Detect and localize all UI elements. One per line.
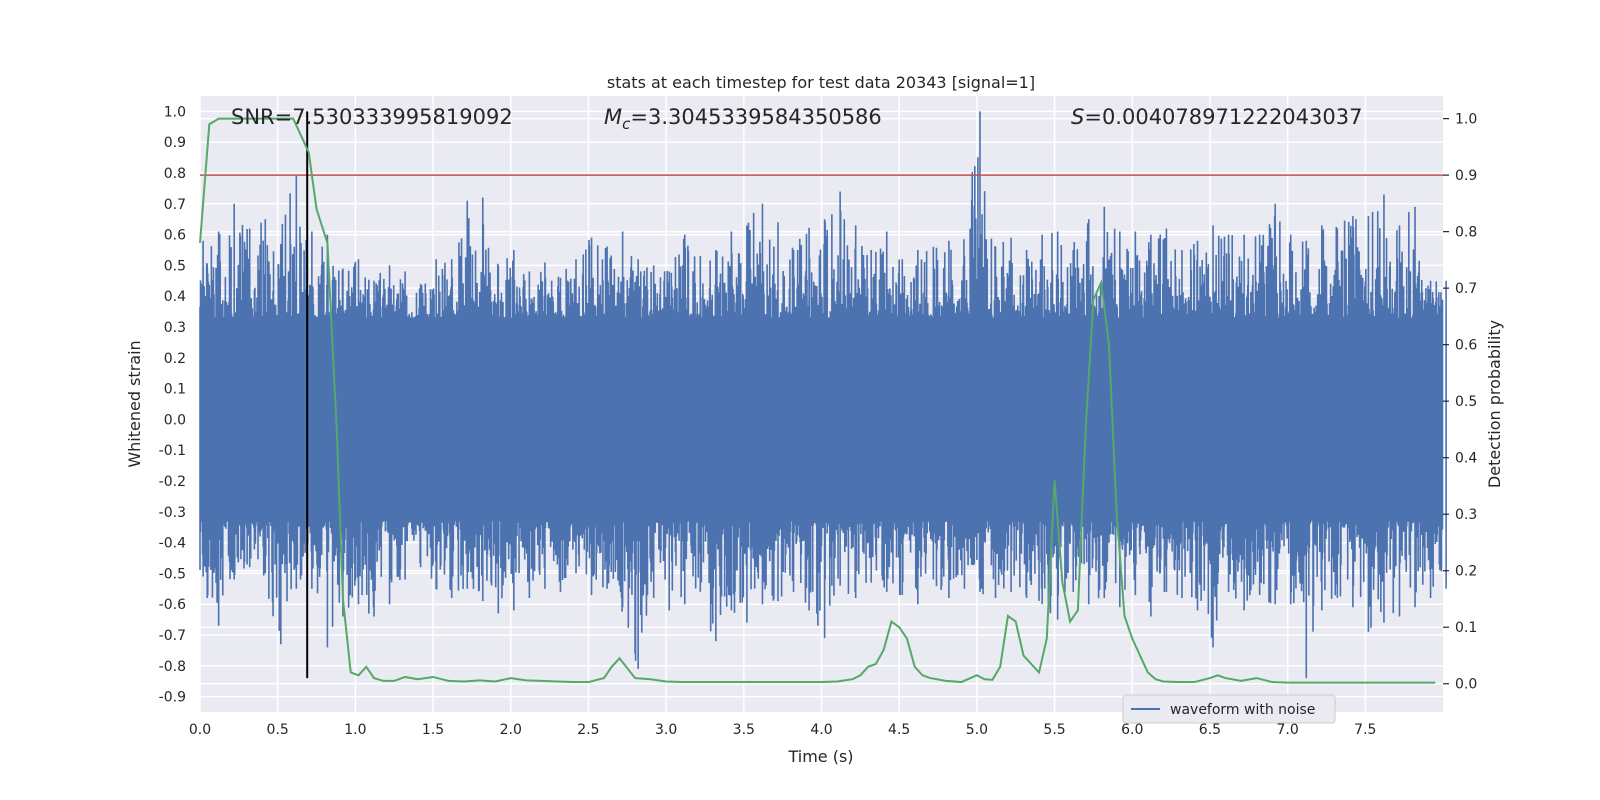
waveform-series <box>199 111 1447 679</box>
legend-label-waveform: waveform with noise <box>1170 702 1315 718</box>
y2-tick-label: 0.0 <box>1455 677 1477 693</box>
y-tick-label: 0.0 <box>164 412 186 428</box>
x-tick-label: 5.0 <box>966 722 988 738</box>
y-tick-label: 1.0 <box>164 104 186 120</box>
legend-box <box>1122 694 1336 724</box>
y-axis-title: Whitened strain <box>125 340 144 467</box>
y-tick-labels: 1.0 0.9 0.8 0.7 0.6 0.5 0.4 0.3 0.2 0.1 0.0 -0.1 -0.… <box>159 104 186 705</box>
y2-tick-label: 0.3 <box>1455 507 1477 523</box>
x-tick-label: 1.0 <box>344 722 366 738</box>
snr-annotation: SNR=7.530333995819092 <box>231 105 513 129</box>
y-tick-label: -0.6 <box>159 597 186 613</box>
y2-tick-labels: 1.0 0.9 0.8 0.7 0.6 0.5 0.4 0.3 0.2 0.1 0.0 <box>1443 112 1477 693</box>
y-tick-label: -0.5 <box>159 566 186 582</box>
chirp-mass-annotation: Mc=3.3045339584350586 <box>604 105 882 133</box>
x-tick-label: 7.0 <box>1276 722 1298 738</box>
x-tick-label: 5.5 <box>1043 722 1065 738</box>
detection-probability-line <box>199 117 1436 684</box>
y2-tick-label: 0.7 <box>1455 281 1477 297</box>
y-tick-label: 0.1 <box>164 382 186 398</box>
y-tick-label: -0.4 <box>159 536 186 552</box>
y-tick-label: -0.8 <box>159 659 186 675</box>
x-tick-label: 1.5 <box>422 722 444 738</box>
y-tick-label: -0.1 <box>159 443 186 459</box>
y-tick-label: -0.7 <box>159 628 186 644</box>
x-tick-labels: 0.0 0.5 1.0 1.5 2.0 2.5 3.0 3.5 4.0 4.5 5.0 5.5 6.0 6… <box>189 722 1377 738</box>
y2-tick-label: 1.0 <box>1455 112 1477 128</box>
chirp-mass-subscript: c <box>622 115 631 133</box>
x-tick-label: 0.5 <box>267 722 289 738</box>
y-tick-label: 0.6 <box>164 228 186 244</box>
x-tick-label: 6.5 <box>1199 722 1221 738</box>
y2-tick-label: 0.8 <box>1455 225 1477 241</box>
y-tick-label: 0.9 <box>164 135 186 151</box>
y2-tick-label: 0.2 <box>1455 564 1477 580</box>
y2-tick-label: 0.9 <box>1455 168 1477 184</box>
y-tick-label: -0.3 <box>159 505 186 521</box>
y-tick-label: 0.8 <box>164 166 186 182</box>
y-tick-label: -0.2 <box>159 474 186 490</box>
y2-tick-label: 0.4 <box>1455 451 1477 467</box>
y-tick-label: 0.5 <box>164 258 186 274</box>
s-value: =0.004078971222043037 <box>1084 105 1362 129</box>
chart-title: stats at each timestep for test data 203… <box>607 73 1035 92</box>
x-axis-title: Time (s) <box>787 747 853 766</box>
chirp-mass-symbol: M <box>604 105 622 129</box>
chirp-mass-value: =3.3045339584350586 <box>630 105 881 129</box>
x-tick-label: 3.0 <box>655 722 677 738</box>
y2-tick-label: 0.1 <box>1455 620 1477 636</box>
x-tick-label: 4.0 <box>810 722 832 738</box>
legend: waveform with noise <box>1122 694 1336 724</box>
s-annotation: S=0.004078971222043037 <box>1071 105 1362 129</box>
y2-tick-label: 0.5 <box>1455 394 1477 410</box>
y-tick-label: 0.4 <box>164 289 186 305</box>
y-tick-label: -0.9 <box>159 690 186 706</box>
x-tick-label: 6.0 <box>1121 722 1143 738</box>
waveform-spikes <box>199 111 1447 679</box>
y-tick-label: 0.7 <box>164 197 186 213</box>
x-tick-label: 2.5 <box>577 722 599 738</box>
y2-tick-label: 0.6 <box>1455 338 1477 354</box>
s-symbol: S <box>1071 105 1084 129</box>
x-tick-label: 0.0 <box>189 722 211 738</box>
x-tick-label: 4.5 <box>888 722 910 738</box>
y-tick-label: 0.2 <box>164 351 186 367</box>
x-tick-label: 2.0 <box>500 722 522 738</box>
x-tick-label: 7.5 <box>1354 722 1376 738</box>
x-tick-label: 3.5 <box>733 722 755 738</box>
y-tick-label: 0.3 <box>164 320 186 336</box>
y2-axis-title: Detection probability <box>1485 320 1504 488</box>
